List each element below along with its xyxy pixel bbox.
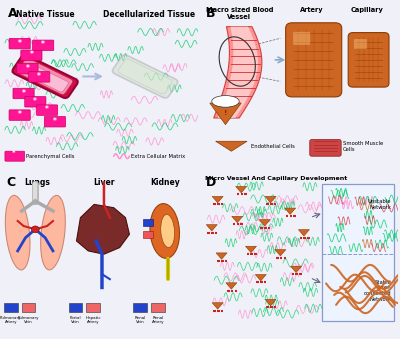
FancyBboxPatch shape bbox=[32, 40, 54, 51]
Text: *: * bbox=[53, 117, 57, 126]
Text: Extra Cellular Matrix: Extra Cellular Matrix bbox=[131, 154, 186, 159]
Polygon shape bbox=[259, 220, 270, 226]
Polygon shape bbox=[206, 225, 217, 231]
Polygon shape bbox=[214, 27, 262, 118]
FancyBboxPatch shape bbox=[29, 72, 50, 82]
FancyBboxPatch shape bbox=[5, 151, 24, 161]
FancyBboxPatch shape bbox=[112, 55, 178, 98]
Polygon shape bbox=[275, 250, 286, 256]
Text: Parenchymal Cells: Parenchymal Cells bbox=[26, 154, 74, 159]
Text: Unstable
Network: Unstable Network bbox=[368, 199, 391, 210]
Text: *: * bbox=[22, 88, 26, 98]
Ellipse shape bbox=[212, 96, 239, 107]
FancyBboxPatch shape bbox=[21, 50, 42, 60]
Text: *: * bbox=[41, 40, 45, 49]
Text: *: * bbox=[45, 105, 49, 114]
FancyBboxPatch shape bbox=[13, 88, 34, 99]
Polygon shape bbox=[236, 186, 247, 193]
Polygon shape bbox=[76, 204, 130, 254]
Text: Capillary: Capillary bbox=[350, 7, 383, 13]
FancyBboxPatch shape bbox=[9, 38, 30, 49]
FancyBboxPatch shape bbox=[36, 105, 58, 115]
Ellipse shape bbox=[41, 195, 65, 270]
Text: Portal
Vein: Portal Vein bbox=[70, 316, 81, 324]
Polygon shape bbox=[265, 196, 276, 203]
FancyBboxPatch shape bbox=[25, 97, 46, 107]
Text: *: * bbox=[30, 51, 33, 59]
Text: Renal
Artery: Renal Artery bbox=[152, 316, 164, 324]
FancyBboxPatch shape bbox=[9, 110, 30, 120]
Text: Micro Vessel And Capillary Development: Micro Vessel And Capillary Development bbox=[205, 176, 348, 181]
Bar bbox=[151, 303, 165, 312]
Polygon shape bbox=[232, 216, 243, 223]
Polygon shape bbox=[218, 27, 258, 118]
FancyBboxPatch shape bbox=[293, 32, 310, 45]
Text: Decellularized Tissue: Decellularized Tissue bbox=[103, 10, 195, 19]
Text: A: A bbox=[8, 7, 18, 20]
Polygon shape bbox=[216, 141, 247, 151]
Polygon shape bbox=[212, 303, 223, 309]
Bar bbox=[143, 231, 153, 238]
Polygon shape bbox=[285, 208, 296, 214]
FancyBboxPatch shape bbox=[286, 23, 342, 97]
FancyBboxPatch shape bbox=[12, 55, 78, 98]
Bar bbox=[4, 303, 18, 312]
Polygon shape bbox=[210, 103, 241, 125]
Text: !: ! bbox=[224, 110, 227, 116]
Text: *: * bbox=[37, 72, 41, 81]
Ellipse shape bbox=[161, 214, 174, 247]
Text: Pulmonary
Artery: Pulmonary Artery bbox=[0, 316, 22, 324]
FancyBboxPatch shape bbox=[18, 58, 73, 95]
Text: Artery: Artery bbox=[300, 7, 324, 13]
Polygon shape bbox=[226, 283, 237, 289]
Bar bbox=[133, 303, 147, 312]
Text: *: * bbox=[26, 64, 30, 73]
Polygon shape bbox=[212, 196, 223, 203]
Text: Macro sized Blood
Vessel: Macro sized Blood Vessel bbox=[206, 7, 273, 20]
Bar bbox=[22, 303, 35, 312]
Text: *: * bbox=[12, 150, 16, 156]
Text: Stable
Inter-
connected
Network: Stable Inter- connected Network bbox=[364, 280, 391, 302]
Text: Liver: Liver bbox=[93, 178, 115, 187]
FancyBboxPatch shape bbox=[118, 59, 172, 94]
Bar bbox=[86, 303, 100, 312]
Text: *: * bbox=[33, 97, 37, 106]
Text: *: * bbox=[18, 39, 22, 48]
Text: D: D bbox=[206, 176, 216, 189]
FancyBboxPatch shape bbox=[44, 117, 66, 127]
Bar bbox=[143, 219, 153, 226]
Text: Native Tissue: Native Tissue bbox=[16, 10, 74, 19]
Text: Pulmonary
Vein: Pulmonary Vein bbox=[18, 316, 39, 324]
Polygon shape bbox=[255, 275, 266, 281]
FancyBboxPatch shape bbox=[17, 63, 38, 74]
Polygon shape bbox=[290, 266, 302, 273]
Ellipse shape bbox=[150, 204, 180, 258]
Ellipse shape bbox=[5, 195, 30, 270]
Polygon shape bbox=[298, 230, 309, 236]
Text: Kidney: Kidney bbox=[150, 178, 180, 187]
Text: Renal
Vein: Renal Vein bbox=[134, 316, 146, 324]
Text: Hepatic
Artery: Hepatic Artery bbox=[85, 316, 101, 324]
Polygon shape bbox=[265, 299, 276, 306]
Text: Endothelial Cells: Endothelial Cells bbox=[251, 144, 295, 149]
Text: Lungs: Lungs bbox=[24, 178, 50, 187]
Polygon shape bbox=[246, 246, 256, 253]
Text: Smooth Muscle
Cells: Smooth Muscle Cells bbox=[343, 141, 383, 152]
FancyBboxPatch shape bbox=[28, 66, 68, 92]
FancyBboxPatch shape bbox=[322, 184, 394, 321]
FancyBboxPatch shape bbox=[310, 140, 341, 156]
FancyBboxPatch shape bbox=[348, 33, 389, 87]
Bar bbox=[69, 303, 82, 312]
Text: *: * bbox=[18, 110, 22, 119]
Text: C: C bbox=[6, 176, 15, 189]
Ellipse shape bbox=[32, 226, 39, 233]
Text: B: B bbox=[206, 7, 215, 20]
FancyBboxPatch shape bbox=[354, 39, 367, 49]
Polygon shape bbox=[216, 253, 227, 259]
